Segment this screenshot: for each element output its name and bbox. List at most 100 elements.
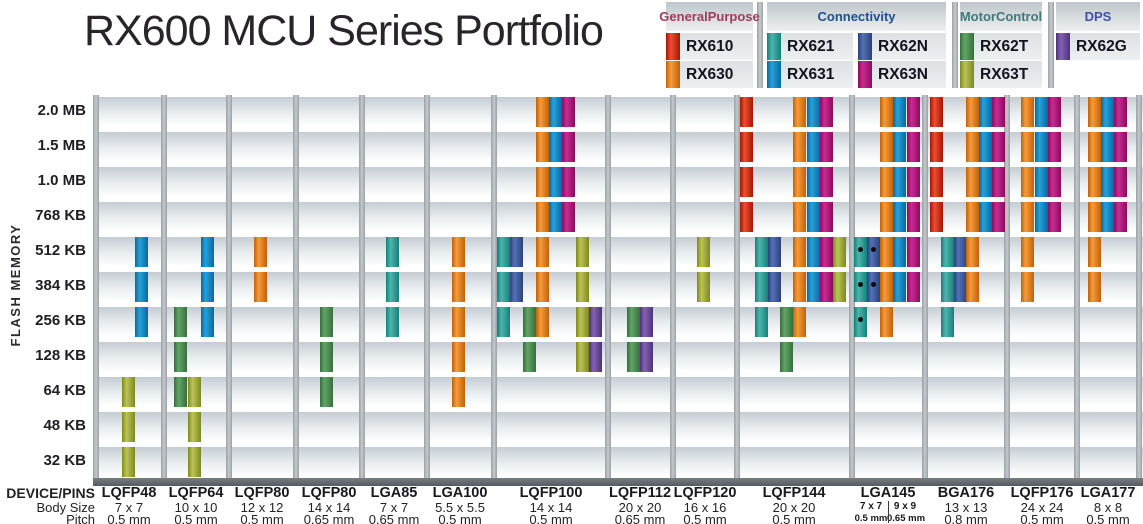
legend-swatch-rx621	[767, 33, 781, 60]
legend-item-rx610: RX610	[680, 33, 753, 60]
bar-bga176-rx630-2.0mb	[966, 97, 979, 127]
x-label-body-12: 24 x 24	[1020, 500, 1064, 515]
x-label-device-10: LGA145	[860, 485, 916, 501]
bar-lqfp144-rx621-384kb	[755, 272, 768, 302]
bar-lqfp144-rx63n-768kb	[820, 202, 833, 232]
y-axis-label-512kb: 512 KB	[35, 242, 86, 259]
bar-lga145-rx631-768kb	[893, 202, 906, 232]
bar-bga176-rx63n-1.5mb	[992, 132, 1005, 162]
bar-lqfp144-rx631-1.0mb	[807, 167, 820, 197]
y-axis-label-48kb: 48 KB	[43, 417, 86, 434]
bar-lqfp176-rx630-384kb	[1021, 272, 1034, 302]
bar-lga145-rx630-256kb	[880, 307, 893, 337]
bar-lqfp64-rx62t-64kb	[174, 377, 187, 407]
bar-lqfp144-rx631-1.5mb	[807, 132, 820, 162]
x-label-body-8: 16 x 16	[683, 500, 727, 515]
x-label-pitch-5: 0.5 mm	[438, 512, 482, 524]
bar-lga177-rx631-768kb	[1101, 202, 1114, 232]
bar-bga176-rx610-1.0mb	[930, 167, 943, 197]
bar-lga100-rx630-64kb	[452, 377, 465, 407]
y-axis-label-1.5mb: 1.5 MB	[37, 137, 86, 154]
legend-group-title: Connectivity	[767, 2, 946, 31]
bar-lqfp144-rx630-768kb	[793, 202, 806, 232]
bar-bga176-rx62n-384kb	[954, 272, 967, 302]
bar-lqfp100-rx63n-1.0mb	[562, 167, 575, 197]
bar-lqfp100-rx62g-128kb	[589, 342, 602, 372]
x-axis-header-body-size: Body Size	[36, 500, 95, 515]
column-divider	[670, 95, 676, 478]
bar-lga177-rx63n-768kb	[1114, 202, 1127, 232]
x-label-variant-body-0: 7 x 7	[859, 501, 883, 512]
y-axis-label-768kb: 768 KB	[35, 207, 86, 224]
row-band-64kb	[93, 377, 1143, 405]
legend-group-title: General Purpose	[659, 2, 760, 31]
bar-lqfp144-rx63n-1.5mb	[820, 132, 833, 162]
x-label-device-7: LQFP112	[608, 485, 672, 501]
bar-bga176-rx631-1.0mb	[979, 167, 992, 197]
y-axis-label-384kb: 384 KB	[35, 277, 86, 294]
y-axis-label-32kb: 32 KB	[43, 452, 86, 469]
x-label-pitch-12: 0.5 mm	[1020, 512, 1064, 524]
bar-lqfp144-rx630-1.0mb	[793, 167, 806, 197]
x-label-pitch-13: 0.5 mm	[1086, 512, 1130, 524]
bar-lga145-rx63n-1.5mb	[907, 132, 920, 162]
bar-lqfp100-rx631-768kb	[549, 202, 562, 232]
bar-lqfp144-rx630-512kb	[793, 237, 806, 267]
bar-lqfp100-rx621-256kb	[497, 307, 510, 337]
bar-lqfp48-rx63t-48kb	[122, 412, 135, 442]
bar-lga145-rx621-512kb	[854, 237, 867, 267]
bar-lqfp100-rx63t-128kb	[576, 342, 589, 372]
bar-lga177-rx630-384kb	[1088, 272, 1101, 302]
chart-grid: ● Available in 9x9 only	[93, 93, 1143, 493]
bar-lqfp144-rx63n-1.0mb	[820, 167, 833, 197]
dot-9x9-marker	[858, 317, 863, 322]
bar-lqfp64-rx62t-256kb	[174, 307, 187, 337]
row-band-32kb	[93, 447, 1143, 475]
bar-bga176-rx631-2.0mb	[979, 97, 992, 127]
bar-lga85-rx621-256kb	[386, 307, 399, 337]
legend-item-rx62n: RX62N	[872, 33, 946, 60]
bar-lga145-rx63n-512kb	[907, 237, 920, 267]
bar-lqfp100-rx621-384kb	[497, 272, 510, 302]
bar-lga100-rx630-384kb	[452, 272, 465, 302]
legend-divider	[952, 2, 958, 88]
x-label-body-3: 14 x 14	[307, 500, 351, 515]
bar-bga176-rx621-256kb	[941, 307, 954, 337]
bar-lqfp48-rx631-512kb	[135, 237, 148, 267]
legend-divider	[1048, 2, 1054, 88]
bar-bga176-rx63n-1.0mb	[992, 167, 1005, 197]
bar-lqfp100-rx631-1.0mb	[549, 167, 562, 197]
x-label-pitch-8: 0.5 mm	[683, 512, 727, 524]
x-label-body-4: 7 x 7	[379, 500, 409, 515]
bar-lga145-rx63n-1.0mb	[907, 167, 920, 197]
x-axis-header-pitch: Pitch	[66, 512, 95, 524]
bar-lqfp144-rx63n-512kb	[820, 237, 833, 267]
bar-lga145-rx621-384kb	[854, 272, 867, 302]
bar-bga176-rx630-384kb	[966, 272, 979, 302]
bar-lqfp144-rx63n-2.0mb	[820, 97, 833, 127]
bar-lqfp144-rx62n-384kb	[768, 272, 781, 302]
x-label-device-0: LQFP48	[101, 485, 157, 501]
x-label-body-11: 13 x 13	[944, 500, 988, 515]
x-label-device-1: LQFP64	[168, 485, 224, 501]
bar-lqfp144-rx631-768kb	[807, 202, 820, 232]
column-divider	[1074, 95, 1080, 478]
bar-lqfp144-rx62t-256kb	[780, 307, 793, 337]
bar-lqfp144-rx630-2.0mb	[793, 97, 806, 127]
bar-lqfp80-rx630-512kb	[254, 237, 267, 267]
bar-lga145-rx631-2.0mb	[893, 97, 906, 127]
bar-lqfp120-rx63t-512kb	[697, 237, 710, 267]
bar-lqfp112-rx62g-256kb	[640, 307, 653, 337]
bar-lqfp100-rx630-512kb	[536, 237, 549, 267]
bar-lqfp80-rx630-384kb	[254, 272, 267, 302]
legend-group-title: Motor Control	[960, 2, 1042, 31]
bar-lqfp64-rx63t-64kb	[188, 377, 201, 407]
bar-lqfp64-rx63t-48kb	[188, 412, 201, 442]
bar-lqfp48-rx631-256kb	[135, 307, 148, 337]
bar-bga176-rx610-2.0mb	[930, 97, 943, 127]
bar-lqfp48-rx63t-32kb	[122, 447, 135, 477]
bar-lqfp176-rx63n-1.5mb	[1048, 132, 1061, 162]
legend-group-title: DPS	[1056, 2, 1140, 31]
bar-lga100-rx630-512kb	[452, 237, 465, 267]
legend-group-title-line: Connectivity	[817, 9, 896, 24]
